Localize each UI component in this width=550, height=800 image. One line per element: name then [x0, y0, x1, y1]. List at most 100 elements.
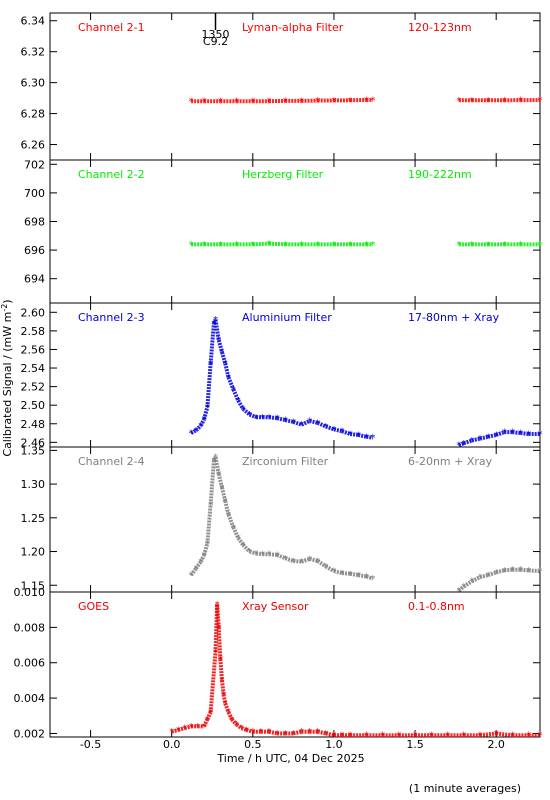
panels: 6.26 6.28 6.30 6.32 6.34 Channel 2-1 Lyman-alp… [14, 12, 543, 742]
data-point: * [494, 568, 499, 579]
data-point: * [456, 441, 461, 452]
data-point: * [370, 574, 375, 585]
data-point: * [194, 426, 199, 437]
x-axis-title: Time / h UTC, 04 Dec 2025 [216, 752, 364, 765]
data-segment [215, 604, 221, 628]
data-segment [458, 441, 465, 448]
panel-5: 0.002 0.004 0.006 0.008 0.010 GOES Xray Sensor… [14, 586, 543, 742]
data-segment [479, 573, 489, 580]
panel-frame [49, 591, 541, 738]
footnote: (1 minute averages) [409, 782, 521, 795]
data-segment [221, 694, 228, 704]
data-point: * [189, 571, 194, 582]
y-tick-label: 2.52 [21, 381, 46, 394]
y-tick-label: 2.56 [21, 343, 46, 356]
y-tick-label: 702 [24, 158, 45, 171]
panel-2: 694 696 698 700 702 Channel 2-2 Herzberg Filte… [24, 158, 543, 304]
data-point: * [208, 500, 213, 511]
data-segment [357, 573, 367, 579]
data-segment [316, 559, 327, 569]
data-segment [226, 711, 234, 721]
data-segment [241, 543, 252, 553]
data-segment [240, 726, 248, 732]
y-tick-label: 6.32 [21, 46, 46, 59]
data-point: * [486, 571, 491, 582]
data-segment [333, 569, 343, 576]
data-segment [223, 500, 231, 515]
data-segment [528, 568, 541, 574]
data-segment [293, 558, 302, 564]
y-tick-label: 1.15 [21, 579, 46, 592]
data-segment [226, 513, 236, 528]
data-point: * [299, 557, 304, 568]
data-segment [171, 727, 179, 734]
panel-filter-label: Zirconium Filter [242, 455, 329, 468]
data-segment [255, 551, 263, 557]
y-tick-label: 694 [24, 273, 45, 286]
data-segment [300, 419, 311, 427]
y-axis-title-tail: ) [1, 299, 14, 303]
data-segment [366, 434, 374, 440]
data-segment [463, 438, 473, 446]
data-segment [487, 570, 497, 578]
y-axis-title-main: Calibrated Signal / (mW m [1, 312, 14, 457]
data-segment [194, 560, 203, 570]
y-tick-label: 2.48 [21, 418, 46, 431]
data-segment [236, 399, 245, 410]
data-segment [341, 571, 351, 576]
data-segment [252, 241, 270, 247]
data-segment [223, 702, 231, 713]
data-segment [325, 731, 335, 738]
data-segment [316, 421, 327, 429]
data-segment [341, 429, 351, 436]
y-tick-label: 6.26 [21, 139, 46, 152]
data-point: * [189, 429, 194, 440]
panel-band-label: 190-222nm [408, 168, 472, 181]
y-tick-label: 0.004 [14, 692, 46, 705]
y-tick-label: 6.30 [21, 77, 46, 90]
data-segment [230, 717, 239, 726]
y-tick-label: 696 [24, 244, 45, 257]
flare-class-label: C9.2 [203, 35, 228, 48]
panel-1: 6.26 6.28 6.30 6.32 6.34 Channel 2-1 Lyman-alp… [21, 12, 543, 161]
panel-channel-label: Channel 2-1 [78, 21, 145, 34]
data-segment [245, 727, 254, 734]
data-segment [220, 486, 228, 502]
data-segment [218, 659, 224, 681]
panel-filter-label: Lyman-alpha Filter [242, 21, 344, 34]
data-segment [357, 432, 367, 439]
data-point: * [205, 403, 210, 414]
data-segment [219, 680, 226, 695]
panel-frame [49, 446, 541, 593]
data-segment [216, 627, 223, 660]
data-segment [241, 407, 251, 417]
data-segment [202, 542, 210, 556]
data-segment [208, 323, 216, 364]
data-segment [349, 571, 359, 578]
data-segment [248, 549, 257, 556]
data-segment [309, 419, 319, 425]
y-tick-label: 0.010 [14, 586, 46, 599]
data-point: * [502, 566, 507, 577]
data-point: * [477, 573, 482, 584]
data-segment [199, 554, 206, 563]
y-tick-label: 698 [24, 215, 45, 228]
data-segment [184, 724, 192, 731]
data-segment [512, 430, 521, 436]
data-segment [208, 460, 216, 505]
panel-band-label: 17-80nm + Xray [408, 311, 500, 324]
data-segment [504, 567, 513, 573]
data-segment [213, 319, 221, 341]
y-tick-label: 700 [24, 187, 45, 200]
data-point: * [461, 582, 466, 593]
data-segment [292, 729, 302, 736]
data-segment [471, 436, 481, 443]
data-segment [226, 376, 236, 391]
data-segment [300, 557, 311, 564]
x-axis: -0.5 0.0 0.5 1.0 1.5 2.0 [80, 738, 505, 751]
data-point: * [486, 432, 491, 443]
data-point: * [291, 729, 296, 740]
data-point: * [169, 727, 174, 738]
data-segment [205, 711, 213, 721]
